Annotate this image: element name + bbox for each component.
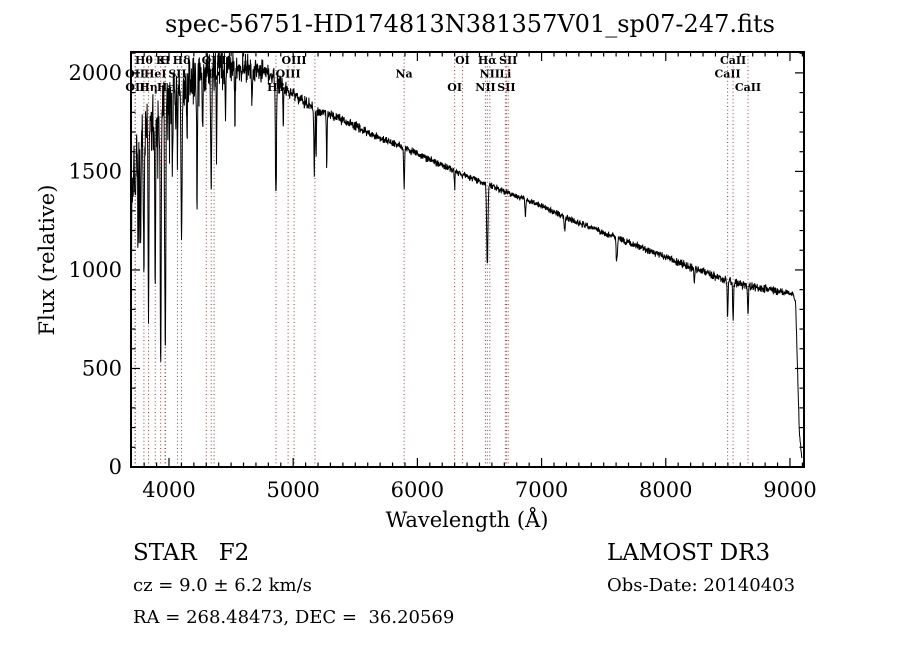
y-tick-label: 0 <box>109 455 122 479</box>
marker-label: Hδ <box>173 54 191 67</box>
spectrum-trace <box>130 52 803 459</box>
plot-frame <box>130 51 805 468</box>
x-tick-label: 6000 <box>391 478 444 502</box>
y-tick-label: 500 <box>82 356 122 380</box>
marker-label: Hε <box>157 81 174 94</box>
marker-label: K <box>156 54 166 67</box>
marker-label: SII <box>497 81 515 94</box>
y-tick-label: 1000 <box>69 258 122 282</box>
marker-label: OI <box>455 54 470 67</box>
marker-label: SII <box>499 54 517 67</box>
chart-title: spec-56751-HD174813N381357V01_sp07-247.f… <box>165 10 775 38</box>
marker-label: Hα <box>478 54 497 67</box>
y-tick-label: 1500 <box>69 159 122 183</box>
spectrum-line <box>130 52 803 459</box>
marker-label: CaII <box>720 54 746 67</box>
survey-release-label: LAMOST DR3 <box>607 540 771 566</box>
cz-velocity-label: cz = 9.0 ± 6.2 km/s <box>133 575 312 596</box>
x-tick-label: 8000 <box>639 478 692 502</box>
x-tick-label: 4000 <box>142 478 195 502</box>
marker-label: OI <box>447 81 462 94</box>
marker-label: HeI <box>144 68 167 81</box>
marker-label: Na <box>396 68 413 81</box>
marker-label: CaII <box>715 68 741 81</box>
spectrum-plot: OIIOIIHθHηHeIKHHεSIIHδHγOIIIHβOIIIOIIINa… <box>35 51 817 532</box>
marker-label: CaII <box>735 81 761 94</box>
marker-label: Li <box>499 68 511 81</box>
y-axis-title: Flux (relative) <box>35 185 59 336</box>
x-tick-label: 5000 <box>266 478 319 502</box>
marker-label: OIII <box>282 54 307 67</box>
marker-label: H <box>160 54 170 67</box>
x-axis-title: Wavelength (Å) <box>386 507 549 532</box>
x-tick-label: 7000 <box>515 478 568 502</box>
ra-dec-label: RA = 268.48473, DEC = 36.20569 <box>133 607 455 628</box>
marker-label: NII <box>475 81 495 94</box>
y-tick-label: 2000 <box>69 61 122 85</box>
spectral-line-markers: OIIOIIHθHηHeIKHHεSIIHδHγOIIIHβOIIIOIIINa… <box>125 52 761 467</box>
obs-date-label: Obs-Date: 20140403 <box>607 575 796 596</box>
marker-label: NII <box>480 68 500 81</box>
axes: 4000 5000 6000 7000 8000 9000 0 500 1000 1500 2000 <box>69 51 817 502</box>
marker-label: Hη <box>139 81 157 94</box>
object-class-label: STAR F2 <box>133 540 250 566</box>
x-tick-label: 9000 <box>763 478 816 502</box>
